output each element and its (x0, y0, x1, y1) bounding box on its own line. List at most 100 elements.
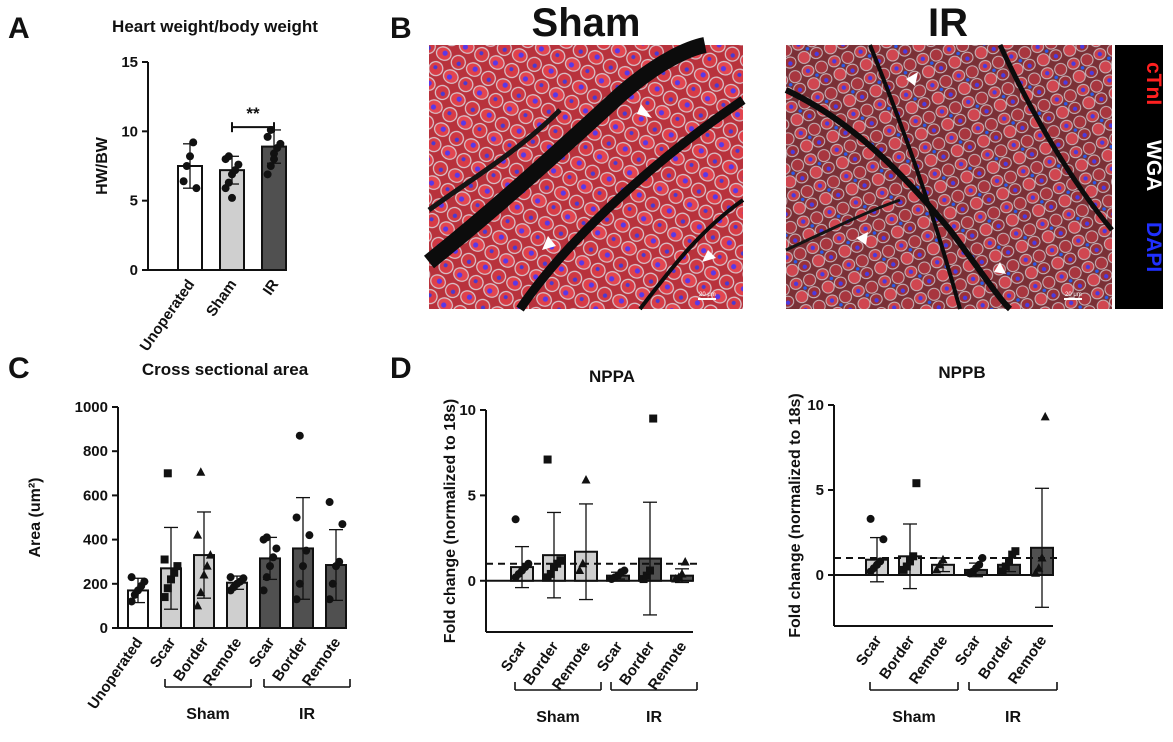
data-point (127, 573, 136, 582)
data-point (1005, 557, 1013, 566)
y-axis-label: HW/BW (94, 136, 111, 195)
data-point (170, 568, 179, 577)
chart-cross-sectional-area: Cross sectional area 0 200 400 600 800 1000 Are… (27, 360, 351, 723)
data-point (199, 569, 209, 579)
data-point (646, 566, 654, 575)
data-point (295, 579, 304, 588)
data-point (140, 577, 149, 586)
stain-legend: cTnI WGA DAPI (1142, 62, 1165, 272)
y-tick-label: 800 (83, 443, 108, 460)
data-point (202, 561, 212, 570)
data-point (906, 557, 914, 566)
y-tick-label: 5 (130, 193, 138, 210)
data-point (224, 178, 233, 187)
group-label: Sham (892, 709, 936, 726)
y-tick-label: 1000 (75, 399, 108, 416)
data-point (173, 562, 182, 571)
data-point (292, 513, 301, 522)
data-point (620, 566, 629, 575)
x-tick-label: Scar (246, 634, 279, 671)
chart-heart-weight: Heart weight/body weight 0 5 10 15 HW/BW Unope… (94, 17, 318, 355)
x-tick-label: IR (260, 276, 283, 298)
data-point (1011, 547, 1020, 556)
y-tick-label: 600 (83, 487, 108, 504)
data-point (262, 533, 271, 542)
y-tick-label: 0 (816, 567, 824, 584)
data-point (879, 535, 888, 544)
significance-label: ** (246, 104, 260, 123)
data-point (228, 193, 236, 202)
ir-image-title: IR (928, 1, 968, 45)
data-point (186, 152, 194, 161)
data-point (581, 475, 591, 484)
data-point (998, 567, 1007, 576)
data-point (226, 573, 235, 582)
data-point (305, 531, 314, 540)
x-tick-label: Scar (952, 632, 985, 669)
x-tick-label: Scar (594, 638, 627, 675)
data-point (325, 498, 334, 507)
y-tick-label: 5 (816, 482, 824, 499)
data-point (902, 562, 911, 571)
data-point (269, 553, 278, 562)
x-tick-label: Scar (853, 632, 886, 669)
y-tick-label: 10 (807, 397, 824, 414)
chart-title: Cross sectional area (142, 360, 309, 379)
data-point (196, 467, 206, 476)
data-point (196, 587, 206, 597)
stain-legend-strip (1115, 45, 1163, 309)
data-point (263, 132, 272, 141)
chart-title: NPPA (589, 367, 635, 386)
data-point (127, 597, 136, 606)
data-point (259, 586, 268, 595)
data-point (975, 560, 984, 569)
data-point (189, 138, 198, 147)
x-tick-label: Scar (147, 634, 180, 671)
data-point (193, 530, 203, 539)
y-tick-label: 5 (468, 487, 476, 504)
x-tick-label: Sham (203, 277, 240, 320)
group-label: IR (646, 709, 662, 726)
data-point (912, 479, 921, 488)
data-point (932, 564, 942, 574)
scale-bar-ir: 20 μm (1065, 292, 1082, 298)
y-tick-label: 0 (468, 573, 476, 590)
y-axis-label: Fold change (normalized to 18s) (442, 399, 459, 643)
data-point (866, 514, 875, 523)
data-point (263, 170, 272, 179)
data-point (292, 595, 301, 604)
data-point (328, 579, 337, 588)
data-point (325, 595, 334, 604)
y-tick-label: 15 (121, 54, 138, 71)
data-point (1031, 568, 1041, 577)
data-point (511, 515, 520, 524)
data-point (234, 160, 243, 169)
y-tick-label: 400 (83, 532, 108, 549)
panel-label-a: A (8, 12, 30, 45)
y-tick-label: 0 (130, 262, 138, 279)
panel-label-c: C (8, 352, 30, 385)
data-point (335, 557, 344, 566)
micrograph-sham: 20 μm (423, 37, 746, 312)
data-point (272, 544, 281, 553)
data-point (192, 184, 201, 193)
y-tick-label: 0 (100, 620, 108, 637)
legend-dapi: DAPI (1142, 222, 1165, 272)
data-point (935, 559, 945, 569)
data-point (262, 573, 271, 582)
data-point (299, 562, 307, 571)
data-point (575, 565, 585, 575)
data-point (1034, 563, 1044, 572)
group-label: Sham (186, 706, 230, 723)
data-point (909, 552, 918, 561)
data-point (163, 469, 172, 478)
data-point (266, 162, 275, 170)
data-point (543, 455, 552, 464)
data-point (642, 571, 651, 580)
x-tick-label: Scar (498, 638, 531, 675)
data-point (179, 177, 188, 186)
data-point (677, 568, 687, 578)
